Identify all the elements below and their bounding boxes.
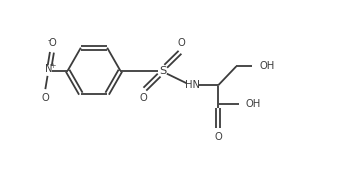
Text: N: N <box>45 64 52 74</box>
Text: O: O <box>41 93 49 103</box>
Text: O: O <box>140 93 148 103</box>
Text: S: S <box>159 66 166 76</box>
Text: OH: OH <box>260 61 275 71</box>
Text: O: O <box>177 38 185 48</box>
Text: -: - <box>47 36 51 45</box>
Text: O: O <box>49 38 56 48</box>
Text: +: + <box>51 63 56 69</box>
Text: O: O <box>214 132 222 142</box>
Text: OH: OH <box>245 98 261 108</box>
Text: HN: HN <box>185 80 200 90</box>
